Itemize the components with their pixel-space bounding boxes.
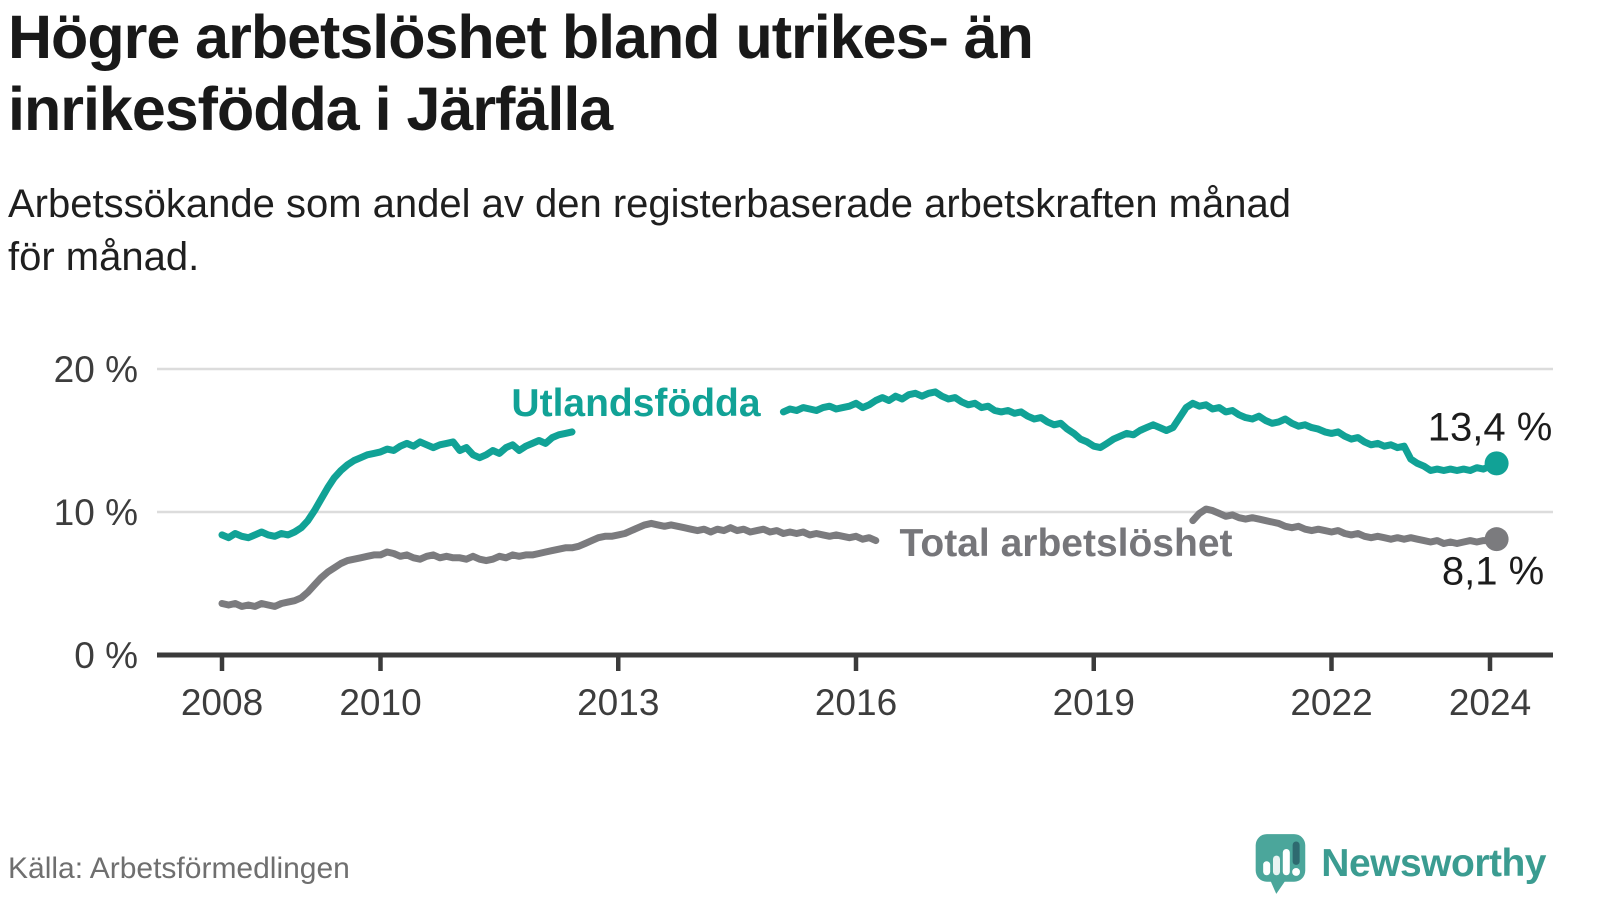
newsworthy-icon — [1255, 834, 1306, 894]
y-tick-label: 10 % — [54, 492, 138, 533]
x-tick-label: 2016 — [815, 682, 897, 723]
chart-canvas: 0 % 10 % 20 % 2008 2010 2013 2016 2019 2022 2024 — [54, 349, 1553, 723]
end-value-label-utlandsfodda: 13,4 % — [1427, 405, 1553, 450]
page-subtitle: Arbetssökande som andel av den registerb… — [8, 181, 1291, 279]
end-dot-utlandsfodda — [1484, 451, 1509, 476]
series-line-total — [218, 519, 880, 610]
series-label-total-arbetsloshet: Total arbetslöshet — [899, 522, 1233, 565]
x-tick-label: 2013 — [577, 682, 659, 723]
series-label-utlandsfodda: Utlandsfödda — [511, 382, 761, 425]
line-chart: 0 % 10 % 20 % 2008 2010 2013 2016 2019 2022 2024 … — [0, 335, 1600, 755]
x-tick-label: 2024 — [1449, 682, 1531, 723]
x-tick-label: 2019 — [1053, 682, 1135, 723]
y-tick-label: 0 % — [74, 635, 138, 676]
end-dot-total — [1484, 527, 1509, 552]
newsworthy-logo: Newsworthy — [1251, 832, 1546, 896]
series-line-total — [1189, 505, 1501, 547]
series-line-utlandsfodda — [779, 388, 1501, 474]
newsworthy-wordmark: Newsworthy — [1321, 842, 1546, 885]
y-tick-label: 20 % — [54, 349, 138, 390]
end-value-label-total: 8,1 % — [1441, 549, 1545, 594]
page-title: Högre arbetslöshet bland utrikes- än inr… — [8, 3, 1034, 143]
header: Högre arbetslöshet bland utrikes- än inr… — [8, 0, 1291, 284]
x-tick-label: 2010 — [339, 682, 421, 723]
source-note: Källa: Arbetsförmedlingen — [8, 852, 350, 885]
series-line-utlandsfodda — [218, 428, 576, 542]
x-tick-label: 2008 — [181, 682, 263, 723]
x-tick-label: 2022 — [1290, 682, 1372, 723]
